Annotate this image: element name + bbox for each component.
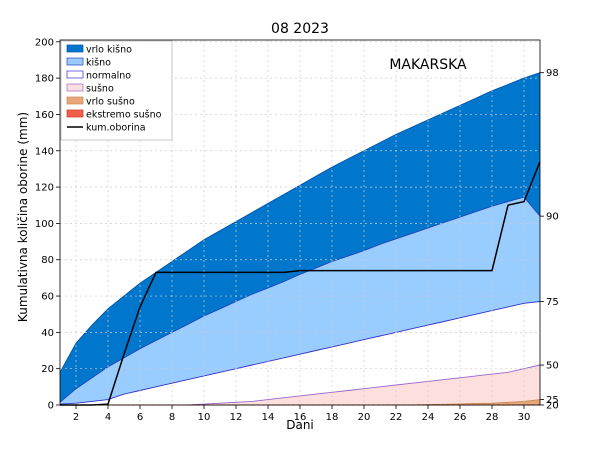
percentile-tick-label: 20 [546, 401, 559, 412]
x-tick-label: 14 [262, 412, 275, 423]
x-tick-label: 24 [422, 412, 435, 423]
x-tick-label: 2 [73, 412, 79, 423]
x-tick-label: 18 [326, 412, 339, 423]
series-line [60, 161, 541, 406]
x-tick-label: 16 [294, 412, 307, 423]
legend-swatch [66, 96, 84, 105]
y-tick-label: 0 [48, 401, 54, 412]
x-axis-ticks: 2 4 6 8 10 12 14 16 18 20 22 24 26 28 30 [73, 405, 531, 423]
x-tick-label: 6 [137, 412, 143, 423]
x-tick-label: 28 [486, 412, 499, 423]
band-area [60, 399, 540, 405]
legend-label: kišno [86, 58, 111, 69]
x-tick-label: 30 [518, 412, 531, 423]
station-label: MAKARSKA [389, 57, 467, 73]
legend-swatch [66, 57, 84, 66]
percentile-tick-label: 90 [546, 212, 559, 223]
legend-label: normalno [86, 71, 131, 82]
x-tick-label: 10 [198, 412, 211, 423]
band-edge [59, 196, 541, 403]
legend: vrlo kišno kišno normalno sušno vrlo sušno ek… [60, 40, 173, 141]
x-axis-label: Dani [286, 418, 314, 432]
x-tick-label: 4 [105, 412, 111, 423]
y-tick-label: 180 [35, 74, 54, 85]
legend-label: vrlo kišno [86, 45, 132, 56]
legend-swatch [66, 70, 84, 79]
x-tick-label: 26 [454, 412, 467, 423]
legend-label: sušno [86, 84, 114, 95]
percentile-tick-label: 25 [546, 395, 559, 406]
legend-label: vrlo sušno [86, 97, 135, 108]
data-lines [60, 161, 541, 406]
legend-label: kum.oborina [86, 123, 146, 134]
percentile-tick-label: 98 [546, 68, 559, 79]
y-axis-label: Kumulativna količina oborine (mm) [16, 112, 30, 322]
band-area [60, 365, 540, 405]
y-tick-label: 60 [41, 292, 54, 303]
band-area [60, 301, 540, 405]
legend-swatch [66, 44, 84, 53]
percentile-tick-label: 75 [546, 297, 559, 308]
x-tick-label: 22 [390, 412, 403, 423]
chart-title: 08 2023 [271, 21, 329, 37]
y-tick-label: 120 [35, 183, 54, 194]
x-tick-label: 20 [358, 412, 371, 423]
y-tick-label: 140 [35, 146, 54, 157]
legend-swatch [66, 109, 84, 118]
y-tick-label: 160 [35, 110, 54, 121]
legend-swatch [66, 83, 84, 92]
y-tick-label: 200 [35, 37, 54, 48]
x-tick-label: 8 [169, 412, 175, 423]
y-tick-label: 100 [35, 219, 54, 230]
x-tick-label: 12 [230, 412, 243, 423]
percentile-tick-label: 50 [546, 361, 559, 372]
y-tick-label: 80 [41, 255, 54, 266]
legend-label: ekstremo sušno [86, 110, 162, 121]
y-axis-ticks: 0 20 40 60 80 100 120 140 160 180 200 [35, 37, 60, 412]
band-area [60, 72, 540, 403]
y-tick-label: 40 [41, 328, 54, 339]
y-tick-label: 20 [41, 364, 54, 375]
